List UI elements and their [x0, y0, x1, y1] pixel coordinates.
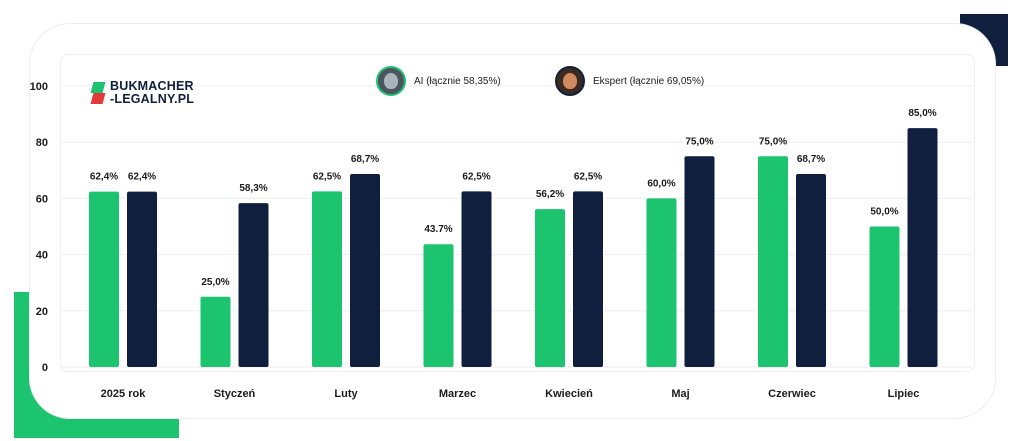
data-label-ai-5: 60,0%	[647, 178, 675, 189]
data-label-expert-3: 62,5%	[462, 171, 490, 182]
bar-ai-4	[535, 209, 565, 367]
logo-text: BUKMACHER -LEGALNY.PL	[110, 80, 194, 106]
brand-logo: BUKMACHER -LEGALNY.PL	[90, 80, 194, 106]
bar-expert-2	[350, 173, 380, 367]
bar-ai-1	[200, 296, 231, 367]
logo-line-1: BUKMACHER	[110, 79, 194, 93]
data-label-ai-0: 62,4%	[90, 172, 118, 183]
legend-label-ai: AI (łącznie 58,35%)	[414, 75, 501, 87]
y-tick-label-80: 80	[36, 137, 48, 149]
data-label-expert-0: 62,4%	[128, 172, 156, 183]
data-label-ai-3: 43.7%	[424, 224, 452, 235]
x-tick-label-0: 2025 rok	[101, 388, 147, 400]
x-tick-label-6: Czerwiec	[768, 388, 816, 400]
data-label-ai-1: 25,0%	[201, 277, 229, 288]
x-tick-label-2: Luty	[334, 388, 358, 400]
bar-expert-1	[238, 203, 269, 367]
bar-ai-5	[646, 198, 677, 367]
data-label-ai-2: 62,5%	[313, 171, 341, 182]
data-label-expert-5: 75,0%	[685, 136, 713, 147]
x-tick-label-4: Kwiecień	[545, 388, 593, 400]
bar-ai-2	[312, 191, 342, 367]
bar-ai-3	[423, 244, 454, 367]
y-tick-label-40: 40	[36, 250, 48, 262]
y-tick-label-20: 20	[36, 306, 48, 318]
x-tick-label-3: Marzec	[439, 388, 476, 400]
x-tick-label-5: Maj	[671, 388, 689, 400]
bar-expert-3	[461, 191, 492, 367]
data-label-ai-4: 56,2%	[536, 189, 564, 200]
expert-portrait-icon	[555, 66, 585, 96]
y-tick-label-0: 0	[42, 362, 48, 374]
data-label-expert-1: 58,3%	[239, 183, 267, 194]
bar-expert-5	[684, 156, 715, 367]
legend-item-ai: AI (łącznie 58,35%)	[376, 66, 501, 96]
bar-ai-0	[89, 191, 119, 367]
bar-expert-0	[127, 191, 157, 367]
robot-face-icon	[376, 66, 406, 96]
logo-line-2: -LEGALNY.PL	[110, 92, 195, 106]
x-tick-label-7: Lipiec	[888, 388, 920, 400]
data-label-expert-4: 62,5%	[574, 171, 602, 182]
bar-expert-7	[907, 128, 938, 367]
bar-ai-6	[758, 156, 788, 367]
data-label-expert-2: 68,7%	[351, 154, 379, 165]
data-label-ai-7: 50,0%	[870, 207, 898, 218]
y-tick-label-100: 100	[30, 81, 48, 93]
data-label-expert-6: 68,7%	[797, 154, 825, 165]
x-tick-label-1: Styczeń	[214, 388, 256, 400]
bar-expert-4	[573, 191, 603, 367]
legend-item-expert: Ekspert (łącznie 69,05%)	[555, 66, 704, 96]
legend-label-expert: Ekspert (łącznie 69,05%)	[593, 75, 705, 87]
bar-ai-7	[869, 226, 900, 367]
bar-expert-6	[796, 173, 826, 367]
data-label-expert-7: 85,0%	[908, 108, 936, 119]
logo-mark-icon	[90, 82, 106, 104]
data-label-ai-6: 75,0%	[759, 136, 787, 147]
y-tick-label-60: 60	[36, 193, 48, 205]
